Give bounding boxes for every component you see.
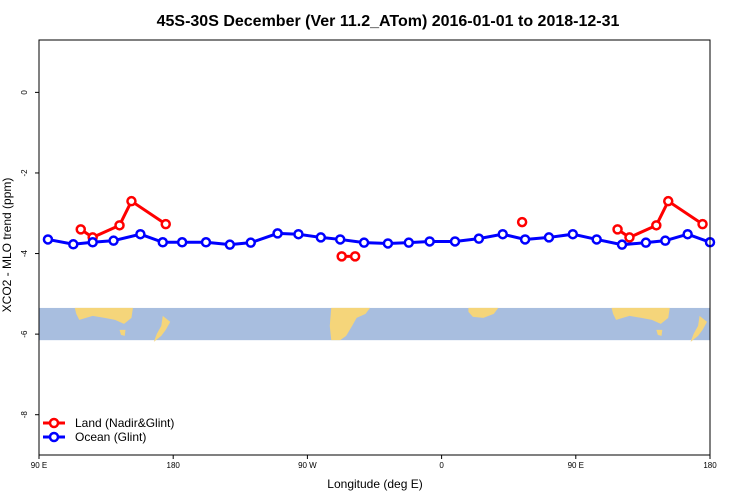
data-point [126,195,137,207]
land-australia [74,307,133,324]
y-tick-label: -4 [20,249,29,257]
data-point [640,237,652,248]
x-tick-label: 90 W [298,461,317,470]
data-point [245,237,256,248]
data-point [334,234,346,245]
y-tick-label: -6 [20,330,29,338]
data-point [473,233,485,244]
data-point [516,216,528,228]
series-line [47,231,711,247]
data-point [591,234,602,245]
data-point [157,237,169,248]
y-axis: 0 -2 -4 -6 -8 [20,90,39,419]
data-point [135,228,146,240]
legend-swatch-marker [48,431,60,443]
land-new-zealand [153,315,171,342]
series-ocean [42,228,716,250]
data-point [108,235,119,246]
ocean-background [39,307,710,341]
y-axis-label: XCO2 - MLO trend (ppm) [0,178,14,313]
legend-swatch-marker [48,417,60,429]
data-point [612,224,623,235]
land-south-america [329,307,371,341]
x-axis-label: Longitude (deg E) [327,477,422,491]
legend-label: Land (Nadir&Glint) [75,416,174,430]
data-point [160,218,171,230]
land-australia-repeat [611,307,670,324]
data-point [624,232,635,243]
data-point [315,232,327,243]
data-point [293,228,304,240]
world-map-band [39,307,710,342]
data-point [616,239,628,250]
data-point [272,228,283,239]
data-point [449,236,461,247]
data-point [224,239,236,250]
data-point [424,236,435,247]
data-point [660,235,671,246]
land-shapes [74,307,708,342]
series-layer [42,195,716,262]
land-south-africa [468,307,499,318]
y-tick-label: -2 [20,169,29,177]
y-tick-label: -8 [20,411,29,419]
land-tasmania-repeat [656,329,663,336]
x-tick-label: 90 E [31,461,47,470]
data-point [114,220,125,231]
data-point [42,234,54,245]
x-tick-label: 180 [167,461,181,470]
y-tick-label: 0 [20,90,29,95]
data-point [336,251,347,262]
data-point [682,228,693,240]
data-point [662,195,674,207]
chart-title: 45S-30S December (Ver 11.2_ATom) 2016-01… [157,13,620,30]
data-point [543,232,555,243]
data-point [651,220,662,231]
land-new-zealand-repeat [690,315,708,342]
x-tick-label: 180 [703,461,717,470]
data-point [382,238,394,249]
data-point [87,237,98,248]
data-point [68,239,79,250]
series-land [75,195,708,262]
series-line [79,198,167,240]
data-point [519,234,531,245]
data-point [349,251,361,262]
x-tick-label: 0 [439,461,444,470]
data-point [358,237,370,248]
data-point [403,237,415,248]
legend: Land (Nadir&Glint)Ocean (Glint) [43,416,174,444]
x-axis: 90 E 180 90 W 0 90 E 180 [31,455,717,470]
data-point [697,218,708,230]
data-point [567,228,579,240]
data-point [176,237,188,248]
land-tasmania [119,329,126,336]
data-point [497,228,508,240]
plot-frame [38,39,711,456]
data-point [200,237,212,248]
x-tick-label: 90 E [568,461,584,470]
data-point [75,224,87,235]
legend-label: Ocean (Glint) [75,430,146,444]
